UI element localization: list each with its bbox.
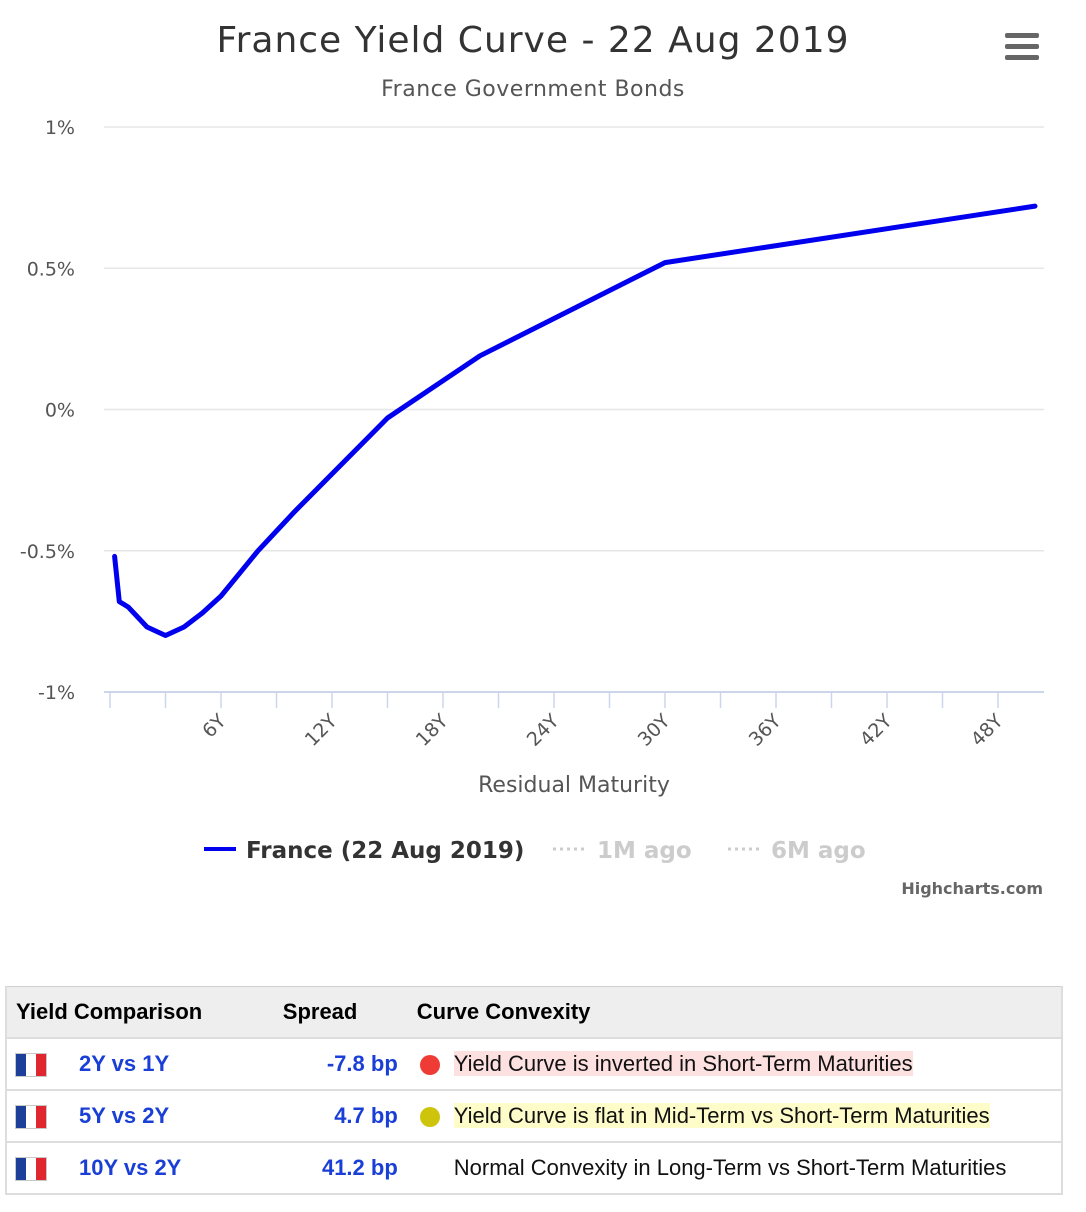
y-tick-label: 1%	[45, 117, 75, 139]
table-row: 2Y vs 1Y -7.8 bp Yield Curve is inverted…	[6, 1037, 1062, 1091]
legend-label-6m-ago: 6M ago	[771, 838, 866, 864]
convexity-text: Normal Convexity in Long-Term vs Short-T…	[453, 1155, 1007, 1180]
legend-item-france[interactable]: France (22 Aug 2019)	[204, 838, 524, 864]
y-tick-label: 0.5%	[27, 258, 75, 280]
hamburger-icon[interactable]	[1005, 33, 1039, 60]
france-flag-icon	[16, 1054, 46, 1077]
series-layer[interactable]	[112, 203, 1038, 638]
table-row: 5Y vs 2Y 4.7 bp Yield Curve is flat in M…	[6, 1089, 1062, 1143]
legend-item-1m-ago[interactable]: 1M ago	[553, 838, 692, 864]
header-yield-comparison: Yield Comparison	[6, 986, 267, 1039]
x-tick-label: 24Y	[523, 710, 564, 751]
legend-label-france: France (22 Aug 2019)	[246, 838, 524, 864]
convexity-text: Yield Curve is flat in Mid-Term vs Short…	[453, 1103, 990, 1128]
y-tick-label: 0%	[45, 400, 75, 422]
header-spread: Spread	[266, 986, 408, 1039]
yield-comparison-table: Yield Comparison Spread Curve Convexity …	[5, 986, 1063, 1195]
pair-link[interactable]: 5Y vs 2Y	[57, 1089, 267, 1143]
pair-link[interactable]: 10Y vs 2Y	[57, 1141, 267, 1195]
x-tick-label: 36Y	[745, 710, 786, 751]
x-axis: 6Y 12Y 18Y 24Y 30Y 36Y 42Y 48Y	[104, 691, 1044, 751]
header-curve-convexity: Curve Convexity	[407, 986, 1062, 1039]
series-line-france[interactable]	[112, 203, 1038, 638]
table-row: 10Y vs 2Y 41.2 bp Normal Convexity in Lo…	[6, 1141, 1062, 1195]
france-flag-icon	[16, 1158, 46, 1181]
table-header-row: Yield Comparison Spread Curve Convexity	[6, 986, 1062, 1039]
x-tick-label: 12Y	[301, 710, 342, 751]
pair-link[interactable]: 2Y vs 1Y	[57, 1037, 267, 1091]
yield-curve-chart: France Yield Curve - 22 Aug 2019 France …	[20, 20, 1044, 898]
spread-value: 4.7 bp	[266, 1089, 408, 1143]
x-axis-title: Residual Maturity	[478, 773, 670, 798]
y-axis: 1% 0.5% 0% -0.5% -1%	[20, 117, 75, 704]
x-tick-label: 48Y	[967, 710, 1008, 751]
x-tick-label: 18Y	[412, 710, 453, 751]
france-flag-icon	[16, 1106, 46, 1129]
spread-value: -7.8 bp	[266, 1037, 408, 1091]
chart-subtitle: France Government Bonds	[381, 77, 685, 102]
convexity-text: Yield Curve is inverted in Short-Term Ma…	[453, 1051, 913, 1076]
status-dot-yellow-icon	[419, 1107, 440, 1128]
x-tick-label: 42Y	[856, 710, 897, 751]
grid-lines	[104, 126, 1044, 552]
legend: France (22 Aug 2019) 1M ago 6M ago	[204, 838, 866, 864]
spread-value: 41.2 bp	[266, 1141, 408, 1195]
x-tick-label: 6Y	[198, 710, 231, 743]
legend-label-1m-ago: 1M ago	[597, 838, 692, 864]
x-tick-label: 30Y	[634, 710, 675, 751]
y-tick-label: -1%	[38, 682, 75, 704]
credits-link[interactable]: Highcharts.com	[901, 879, 1043, 898]
legend-item-6m-ago[interactable]: 6M ago	[728, 838, 866, 864]
status-dot-red-icon	[419, 1055, 440, 1076]
chart-title: France Yield Curve - 22 Aug 2019	[217, 20, 850, 61]
y-tick-label: -0.5%	[20, 541, 75, 563]
